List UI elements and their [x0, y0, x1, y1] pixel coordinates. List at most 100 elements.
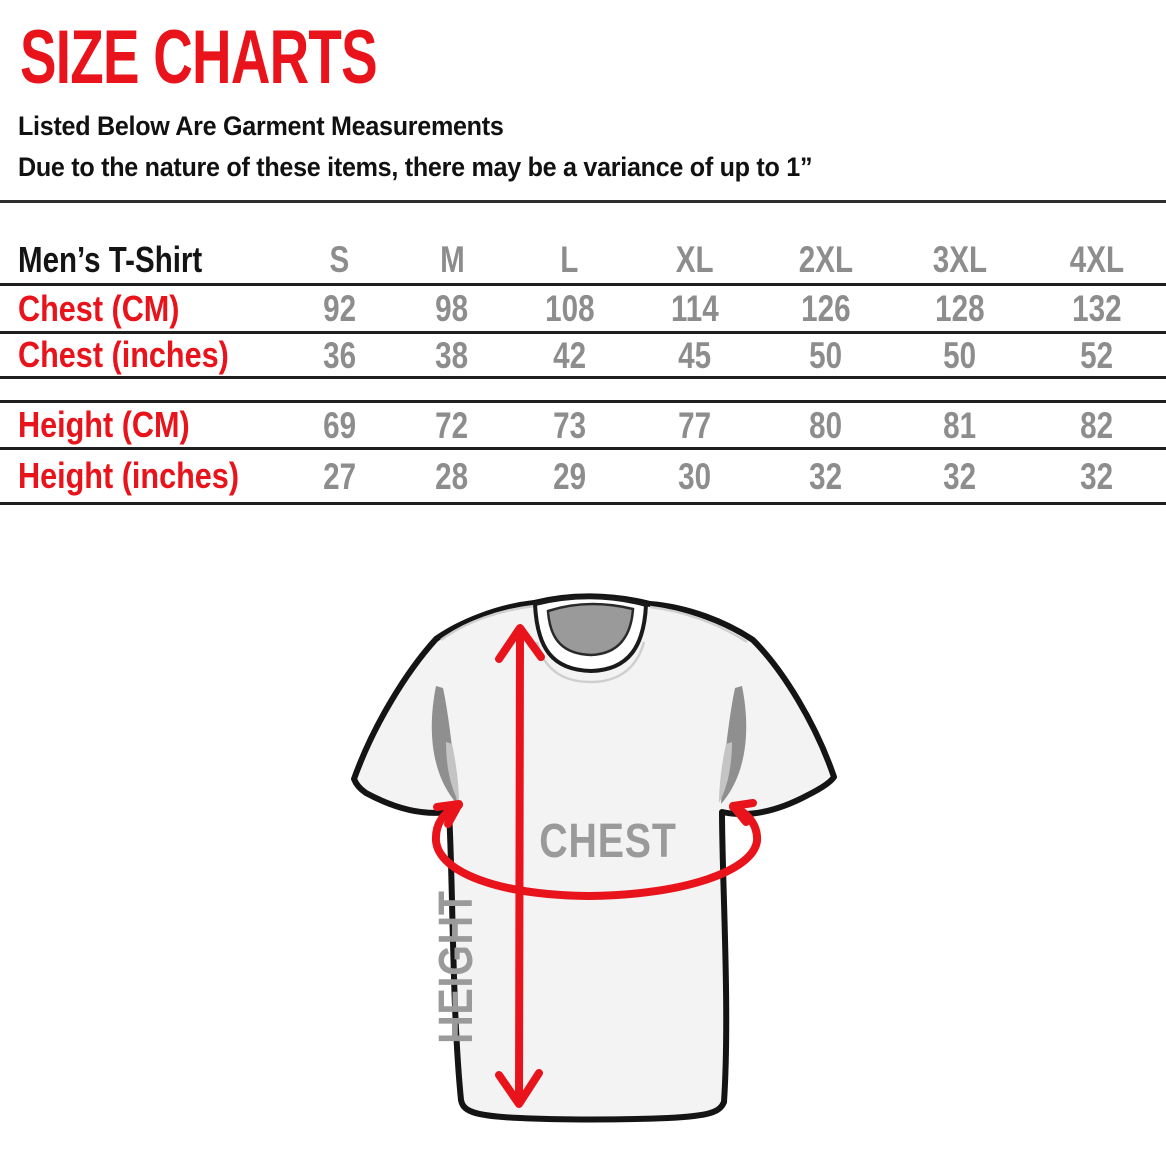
height-label: HEIGHT	[429, 890, 483, 1044]
size-value: 28	[435, 455, 469, 497]
size-value-cell: 108	[508, 290, 631, 327]
size-value-cell: 50	[892, 337, 1028, 374]
size-value: 32	[1080, 455, 1114, 497]
size-value-cell: 29	[508, 458, 631, 495]
size-value-cell: 72	[396, 407, 508, 444]
size-value: 36	[323, 334, 356, 376]
size-value: 81	[943, 404, 977, 446]
chest-tape-arrow	[431, 799, 762, 900]
size-value: 73	[553, 404, 586, 446]
row-label-cell: Height (CM)	[0, 407, 283, 443]
size-value: 77	[678, 404, 712, 446]
chest-tape-left-arrowhead	[433, 800, 463, 828]
tshirt-diagram: CHEST HEIGHT	[330, 585, 860, 1162]
size-value-cell: 92	[283, 290, 396, 327]
product-label-cell: Men’s T-Shirt	[0, 242, 283, 278]
chest-tape-right-arrowhead	[729, 799, 757, 826]
size-value: 50	[809, 334, 842, 376]
size-value: 27	[323, 455, 356, 497]
right-shoulder-seam	[649, 605, 748, 644]
size-column-header: 4XL	[1028, 241, 1166, 278]
size-value-cell: 32	[892, 458, 1028, 495]
size-value-cell: 77	[631, 407, 759, 444]
size-column-label: S	[329, 239, 350, 280]
size-value-cell: 32	[1028, 458, 1166, 495]
size-value: 98	[435, 288, 469, 329]
size-table-row: Height (inches) 27 28 29 30 32 32 32	[0, 450, 1166, 505]
size-value-cell: 126	[759, 290, 892, 327]
size-value-cell: 50	[759, 337, 892, 374]
collar-seam	[535, 641, 646, 684]
size-value-cell: 52	[1028, 337, 1166, 374]
size-value: 32	[943, 455, 977, 497]
table-spacer-row	[0, 379, 1166, 403]
product-label: Men’s T-Shirt	[18, 239, 203, 280]
size-value: 92	[323, 288, 356, 329]
size-value-cell: 32	[759, 458, 892, 495]
page-title: SIZE CHARTS	[20, 15, 378, 100]
size-value: 126	[800, 288, 851, 329]
size-column-header: L	[508, 241, 631, 278]
size-value: 32	[809, 455, 842, 497]
size-value-cell: 73	[508, 407, 631, 444]
size-value-cell: 45	[631, 337, 759, 374]
size-value: 114	[671, 288, 719, 329]
subtitle-line-2: Due to the nature of these items, there …	[18, 152, 813, 182]
size-value: 52	[1080, 334, 1114, 376]
size-value-cell: 38	[396, 337, 508, 374]
size-value-cell: 128	[892, 290, 1028, 327]
row-label-cell: Chest (inches)	[0, 337, 283, 373]
size-value: 128	[935, 288, 985, 329]
size-value-cell: 80	[759, 407, 892, 444]
size-column-header: S	[283, 241, 396, 278]
size-value-cell: 114	[631, 290, 759, 327]
row-label: Height (inches)	[18, 455, 240, 496]
size-table: Men’s T-Shirt S M L XL 2XL 3XL 4XL Chest (CM) 92 9…	[0, 200, 1166, 505]
height-arrow-bottom-head	[495, 1069, 543, 1108]
size-column-label: 4XL	[1069, 239, 1125, 280]
size-column-label: 3XL	[932, 239, 988, 280]
size-column-header: M	[396, 241, 508, 278]
tshirt-graphic: CHEST HEIGHT	[351, 593, 837, 1123]
subtitle-line-1: Listed Below Are Garment Measurements	[18, 111, 504, 141]
size-column-header: XL	[631, 241, 759, 278]
height-arrow	[495, 624, 545, 1108]
size-value: 30	[678, 455, 712, 497]
left-armpit-shade-inner	[446, 742, 459, 803]
size-column-label: 2XL	[798, 239, 853, 280]
size-value: 50	[943, 334, 977, 376]
row-label: Height (CM)	[18, 404, 190, 445]
size-table-header-row: Men’s T-Shirt S M L XL 2XL 3XL 4XL	[0, 203, 1166, 286]
size-table-row: Height (CM) 69 72 73 77 80 81 82	[0, 403, 1166, 450]
size-value: 42	[553, 334, 586, 376]
row-label: Chest (CM)	[18, 287, 180, 329]
size-value: 108	[544, 288, 595, 329]
size-value: 29	[553, 455, 586, 497]
row-label-cell: Height (inches)	[0, 458, 283, 494]
row-label: Chest (inches)	[18, 334, 229, 375]
size-column-label: XL	[676, 239, 714, 280]
size-value: 38	[435, 334, 469, 376]
size-value-cell: 27	[283, 458, 396, 495]
size-value-cell: 36	[283, 337, 396, 374]
size-value-cell: 30	[631, 458, 759, 495]
size-value: 80	[809, 404, 842, 446]
size-value-cell: 42	[508, 337, 631, 374]
left-shoulder-seam	[440, 604, 535, 642]
size-value: 69	[323, 404, 356, 446]
size-value-cell: 132	[1028, 290, 1166, 327]
size-value: 45	[678, 334, 712, 376]
size-value: 132	[1072, 288, 1122, 329]
size-value: 82	[1080, 404, 1114, 446]
size-value-cell: 69	[283, 407, 396, 444]
size-value-cell: 28	[396, 458, 508, 495]
size-value-cell: 81	[892, 407, 1028, 444]
size-value: 72	[435, 404, 469, 446]
size-column-label: L	[560, 239, 579, 280]
size-value-cell: 98	[396, 290, 508, 327]
size-column-header: 3XL	[892, 241, 1028, 278]
size-value-cell: 82	[1028, 407, 1166, 444]
right-armpit-shade-inner	[719, 742, 732, 803]
height-arrow-top-head	[495, 624, 545, 663]
size-table-row: Chest (CM) 92 98 108 114 126 128 132	[0, 286, 1166, 334]
